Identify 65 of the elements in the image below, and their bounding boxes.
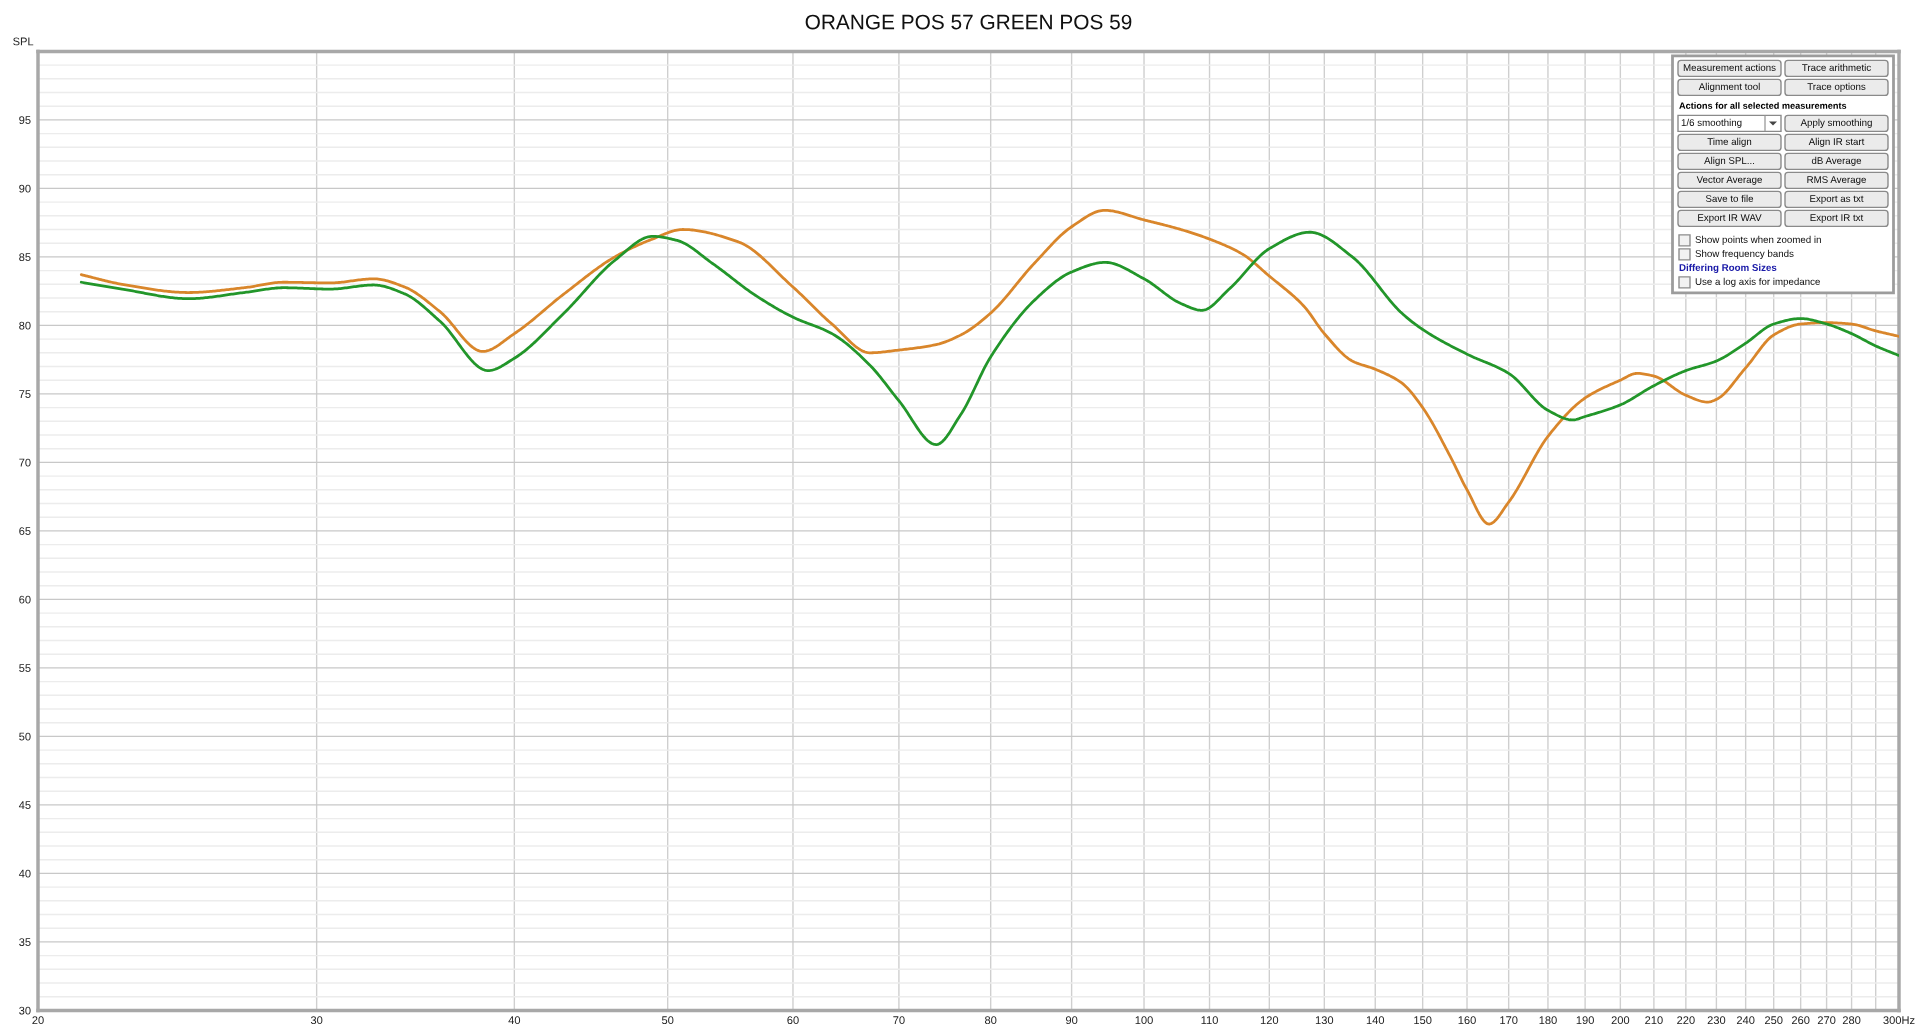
annotation: Show frequency bands (1695, 249, 1794, 259)
y-tick-label: 60 (19, 595, 31, 604)
annotation: Align SPL... (1704, 156, 1755, 166)
y-tick-label: 35 (19, 938, 31, 947)
x-tick-label: 250 (1765, 1016, 1783, 1025)
x-tick-label: 230 (1707, 1016, 1726, 1025)
annotation: Trace options (1807, 82, 1866, 92)
x-tick-label: 240 (1736, 1016, 1755, 1025)
y-tick-label: 65 (19, 527, 31, 536)
annotation: Trace arithmetic (1802, 63, 1871, 72)
y-tick-label: 95 (19, 116, 31, 125)
annotation: dB Average (1811, 156, 1862, 166)
x-tick-label: 260 (1791, 1016, 1810, 1025)
x-tick-label: 20 (32, 1016, 44, 1025)
annotation: Actions for all selected measurements (1679, 102, 1847, 109)
x-tick-label: 60 (787, 1016, 799, 1025)
y-tick-label: 70 (19, 458, 31, 467)
annotation: Show points when zoomed in (1695, 235, 1821, 245)
x-tick-label: 220 (1677, 1016, 1695, 1025)
x-tick-label: 280 (1842, 1016, 1861, 1025)
y-tick-label: 45 (18, 801, 31, 810)
annotation: Export IR WAV (1698, 214, 1762, 223)
annotation: Measurement actions (1683, 63, 1776, 72)
annotation: Use a log axis for impedance (1695, 277, 1820, 287)
y-tick-label: 80 (19, 321, 31, 330)
annotation: Save to file (1705, 194, 1754, 203)
y-tick-label: 75 (19, 390, 31, 399)
x-tick-label: 270 (1817, 1016, 1836, 1025)
x-tick-label: 130 (1315, 1016, 1334, 1025)
annotation: Export IR txt (1810, 214, 1864, 223)
x-tick-label: 120 (1260, 1016, 1279, 1025)
y-tick-label: 55 (19, 664, 31, 673)
x-tick-label: 190 (1576, 1016, 1594, 1025)
x-tick-label: 70 (893, 1016, 905, 1025)
x-tick-label: 90 (1065, 1016, 1078, 1025)
y-tick-label: 40 (18, 869, 31, 878)
x-tick-label: 300Hz (1883, 1016, 1915, 1025)
annotation: RMS Average (1807, 176, 1866, 185)
annotation: Vector Average (1696, 176, 1762, 185)
x-tick-label: 100 (1135, 1016, 1153, 1025)
annotation: Time align (1707, 137, 1752, 147)
x-tick-label: 180 (1539, 1016, 1557, 1025)
annotation: 1/6 smoothing (1681, 118, 1742, 128)
annotation: Differing Room Sizes (1679, 263, 1777, 273)
x-tick-label: 110 (1201, 1016, 1218, 1025)
y-tick-label: 90 (19, 184, 31, 193)
chart-title: ORANGE POS 57 GREEN POS 59 (805, 14, 1132, 30)
y-tick-label: 50 (19, 732, 31, 741)
x-tick-label: 160 (1458, 1016, 1476, 1025)
x-tick-label: 200 (1611, 1016, 1630, 1025)
x-tick-label: 30 (310, 1016, 323, 1025)
x-tick-label: 150 (1414, 1016, 1432, 1025)
x-tick-label: 40 (508, 1016, 521, 1025)
y-tick-label: 30 (19, 1006, 31, 1015)
annotation: Align IR start (1808, 137, 1865, 147)
annotation: Export as txt (1810, 195, 1864, 204)
annotation: Alignment tool (1698, 82, 1760, 92)
annotation: Apply smoothing (1800, 118, 1872, 128)
x-tick-label: 80 (984, 1016, 997, 1025)
x-tick-label: 170 (1500, 1016, 1518, 1025)
y-tick-label: 85 (19, 253, 31, 262)
x-tick-label: 50 (661, 1016, 674, 1025)
x-tick-label: 210 (1645, 1016, 1663, 1025)
y-axis-title: SPL (13, 37, 34, 46)
x-tick-label: 140 (1366, 1016, 1385, 1025)
